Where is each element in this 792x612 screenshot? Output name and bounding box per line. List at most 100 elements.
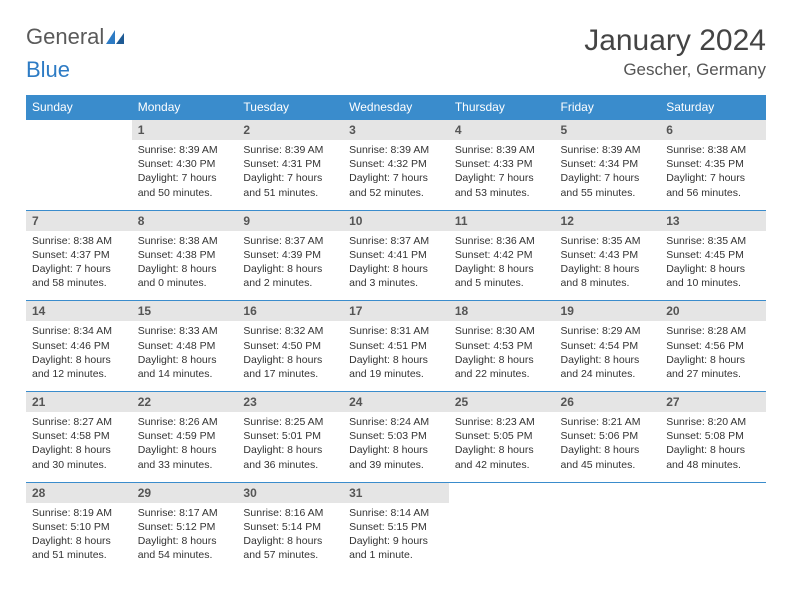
day-number-cell: 25 xyxy=(449,392,555,413)
daylight-text: and 57 minutes. xyxy=(243,548,337,562)
sunset-text: Sunset: 4:58 PM xyxy=(32,429,126,443)
location-subtitle: Gescher, Germany xyxy=(584,60,766,80)
day-number-cell: 20 xyxy=(660,301,766,322)
day-detail-cell: Sunrise: 8:28 AMSunset: 4:56 PMDaylight:… xyxy=(660,321,766,391)
daylight-text: Daylight: 8 hours xyxy=(32,443,126,457)
day-detail-cell: Sunrise: 8:38 AMSunset: 4:38 PMDaylight:… xyxy=(132,231,238,301)
daylight-text: Daylight: 8 hours xyxy=(666,353,760,367)
sunset-text: Sunset: 5:10 PM xyxy=(32,520,126,534)
day-detail-cell: Sunrise: 8:34 AMSunset: 4:46 PMDaylight:… xyxy=(26,321,132,391)
day-detail-cell xyxy=(449,503,555,573)
daylight-text: and 17 minutes. xyxy=(243,367,337,381)
logo-text-blue: Blue xyxy=(26,57,70,82)
day-detail-cell: Sunrise: 8:17 AMSunset: 5:12 PMDaylight:… xyxy=(132,503,238,573)
day-number-cell: 10 xyxy=(343,210,449,231)
sunrise-text: Sunrise: 8:28 AM xyxy=(666,324,760,338)
day-detail-cell: Sunrise: 8:31 AMSunset: 4:51 PMDaylight:… xyxy=(343,321,449,391)
day-detail-cell: Sunrise: 8:38 AMSunset: 4:35 PMDaylight:… xyxy=(660,140,766,210)
sunrise-text: Sunrise: 8:38 AM xyxy=(138,234,232,248)
daylight-text: Daylight: 7 hours xyxy=(455,171,549,185)
sunset-text: Sunset: 5:15 PM xyxy=(349,520,443,534)
sunset-text: Sunset: 5:01 PM xyxy=(243,429,337,443)
logo: GeneralBlue xyxy=(26,24,125,83)
day-number-cell: 9 xyxy=(237,210,343,231)
sunrise-text: Sunrise: 8:20 AM xyxy=(666,415,760,429)
sunrise-text: Sunrise: 8:39 AM xyxy=(138,143,232,157)
logo-sail-icon xyxy=(105,30,125,49)
day-number-cell: 2 xyxy=(237,120,343,141)
day-number-cell xyxy=(26,120,132,141)
sunrise-text: Sunrise: 8:39 AM xyxy=(243,143,337,157)
day-number-row: 14151617181920 xyxy=(26,301,766,322)
day-number-cell: 23 xyxy=(237,392,343,413)
daylight-text: and 36 minutes. xyxy=(243,458,337,472)
sunset-text: Sunset: 4:45 PM xyxy=(666,248,760,262)
weekday-header: Thursday xyxy=(449,95,555,120)
day-detail-cell: Sunrise: 8:35 AMSunset: 4:45 PMDaylight:… xyxy=(660,231,766,301)
day-detail-cell: Sunrise: 8:23 AMSunset: 5:05 PMDaylight:… xyxy=(449,412,555,482)
day-detail-cell: Sunrise: 8:37 AMSunset: 4:39 PMDaylight:… xyxy=(237,231,343,301)
sunset-text: Sunset: 5:08 PM xyxy=(666,429,760,443)
daylight-text: Daylight: 8 hours xyxy=(455,443,549,457)
sunrise-text: Sunrise: 8:21 AM xyxy=(561,415,655,429)
sunset-text: Sunset: 4:34 PM xyxy=(561,157,655,171)
sunrise-text: Sunrise: 8:24 AM xyxy=(349,415,443,429)
daylight-text: and 45 minutes. xyxy=(561,458,655,472)
sunset-text: Sunset: 4:46 PM xyxy=(32,339,126,353)
day-number-cell: 17 xyxy=(343,301,449,322)
daylight-text: Daylight: 8 hours xyxy=(561,353,655,367)
daylight-text: Daylight: 8 hours xyxy=(243,534,337,548)
daylight-text: and 56 minutes. xyxy=(666,186,760,200)
daylight-text: and 10 minutes. xyxy=(666,276,760,290)
daylight-text: Daylight: 8 hours xyxy=(455,353,549,367)
daylight-text: and 27 minutes. xyxy=(666,367,760,381)
sunrise-text: Sunrise: 8:29 AM xyxy=(561,324,655,338)
daylight-text: and 1 minute. xyxy=(349,548,443,562)
day-number-cell: 14 xyxy=(26,301,132,322)
daylight-text: Daylight: 8 hours xyxy=(243,443,337,457)
day-detail-cell: Sunrise: 8:29 AMSunset: 4:54 PMDaylight:… xyxy=(555,321,661,391)
daylight-text: and 58 minutes. xyxy=(32,276,126,290)
daylight-text: Daylight: 8 hours xyxy=(455,262,549,276)
title-block: January 2024 Gescher, Germany xyxy=(584,24,766,80)
day-detail-cell: Sunrise: 8:20 AMSunset: 5:08 PMDaylight:… xyxy=(660,412,766,482)
day-number-cell xyxy=(660,482,766,503)
sunset-text: Sunset: 4:51 PM xyxy=(349,339,443,353)
daylight-text: and 55 minutes. xyxy=(561,186,655,200)
daylight-text: Daylight: 7 hours xyxy=(32,262,126,276)
sunrise-text: Sunrise: 8:35 AM xyxy=(666,234,760,248)
weekday-header: Friday xyxy=(555,95,661,120)
day-detail-cell: Sunrise: 8:39 AMSunset: 4:31 PMDaylight:… xyxy=(237,140,343,210)
daylight-text: and 19 minutes. xyxy=(349,367,443,381)
day-number-row: 78910111213 xyxy=(26,210,766,231)
day-number-cell: 11 xyxy=(449,210,555,231)
sunrise-text: Sunrise: 8:37 AM xyxy=(243,234,337,248)
day-detail-cell: Sunrise: 8:39 AMSunset: 4:33 PMDaylight:… xyxy=(449,140,555,210)
day-detail-cell: Sunrise: 8:26 AMSunset: 4:59 PMDaylight:… xyxy=(132,412,238,482)
daylight-text: Daylight: 8 hours xyxy=(666,443,760,457)
daylight-text: Daylight: 8 hours xyxy=(243,353,337,367)
page-title: January 2024 xyxy=(584,24,766,58)
day-number-cell: 29 xyxy=(132,482,238,503)
weekday-header: Tuesday xyxy=(237,95,343,120)
daylight-text: and 30 minutes. xyxy=(32,458,126,472)
daylight-text: Daylight: 8 hours xyxy=(32,534,126,548)
sunrise-text: Sunrise: 8:33 AM xyxy=(138,324,232,338)
day-detail-row: Sunrise: 8:34 AMSunset: 4:46 PMDaylight:… xyxy=(26,321,766,391)
day-number-cell: 16 xyxy=(237,301,343,322)
day-number-cell: 30 xyxy=(237,482,343,503)
sunset-text: Sunset: 4:48 PM xyxy=(138,339,232,353)
day-detail-cell: Sunrise: 8:33 AMSunset: 4:48 PMDaylight:… xyxy=(132,321,238,391)
sunset-text: Sunset: 4:35 PM xyxy=(666,157,760,171)
daylight-text: and 22 minutes. xyxy=(455,367,549,381)
sunrise-text: Sunrise: 8:14 AM xyxy=(349,506,443,520)
sunrise-text: Sunrise: 8:17 AM xyxy=(138,506,232,520)
day-detail-row: Sunrise: 8:39 AMSunset: 4:30 PMDaylight:… xyxy=(26,140,766,210)
sunrise-text: Sunrise: 8:16 AM xyxy=(243,506,337,520)
sunset-text: Sunset: 4:37 PM xyxy=(32,248,126,262)
weekday-header: Monday xyxy=(132,95,238,120)
day-detail-cell: Sunrise: 8:24 AMSunset: 5:03 PMDaylight:… xyxy=(343,412,449,482)
daylight-text: and 42 minutes. xyxy=(455,458,549,472)
daylight-text: Daylight: 8 hours xyxy=(349,353,443,367)
sunset-text: Sunset: 5:05 PM xyxy=(455,429,549,443)
